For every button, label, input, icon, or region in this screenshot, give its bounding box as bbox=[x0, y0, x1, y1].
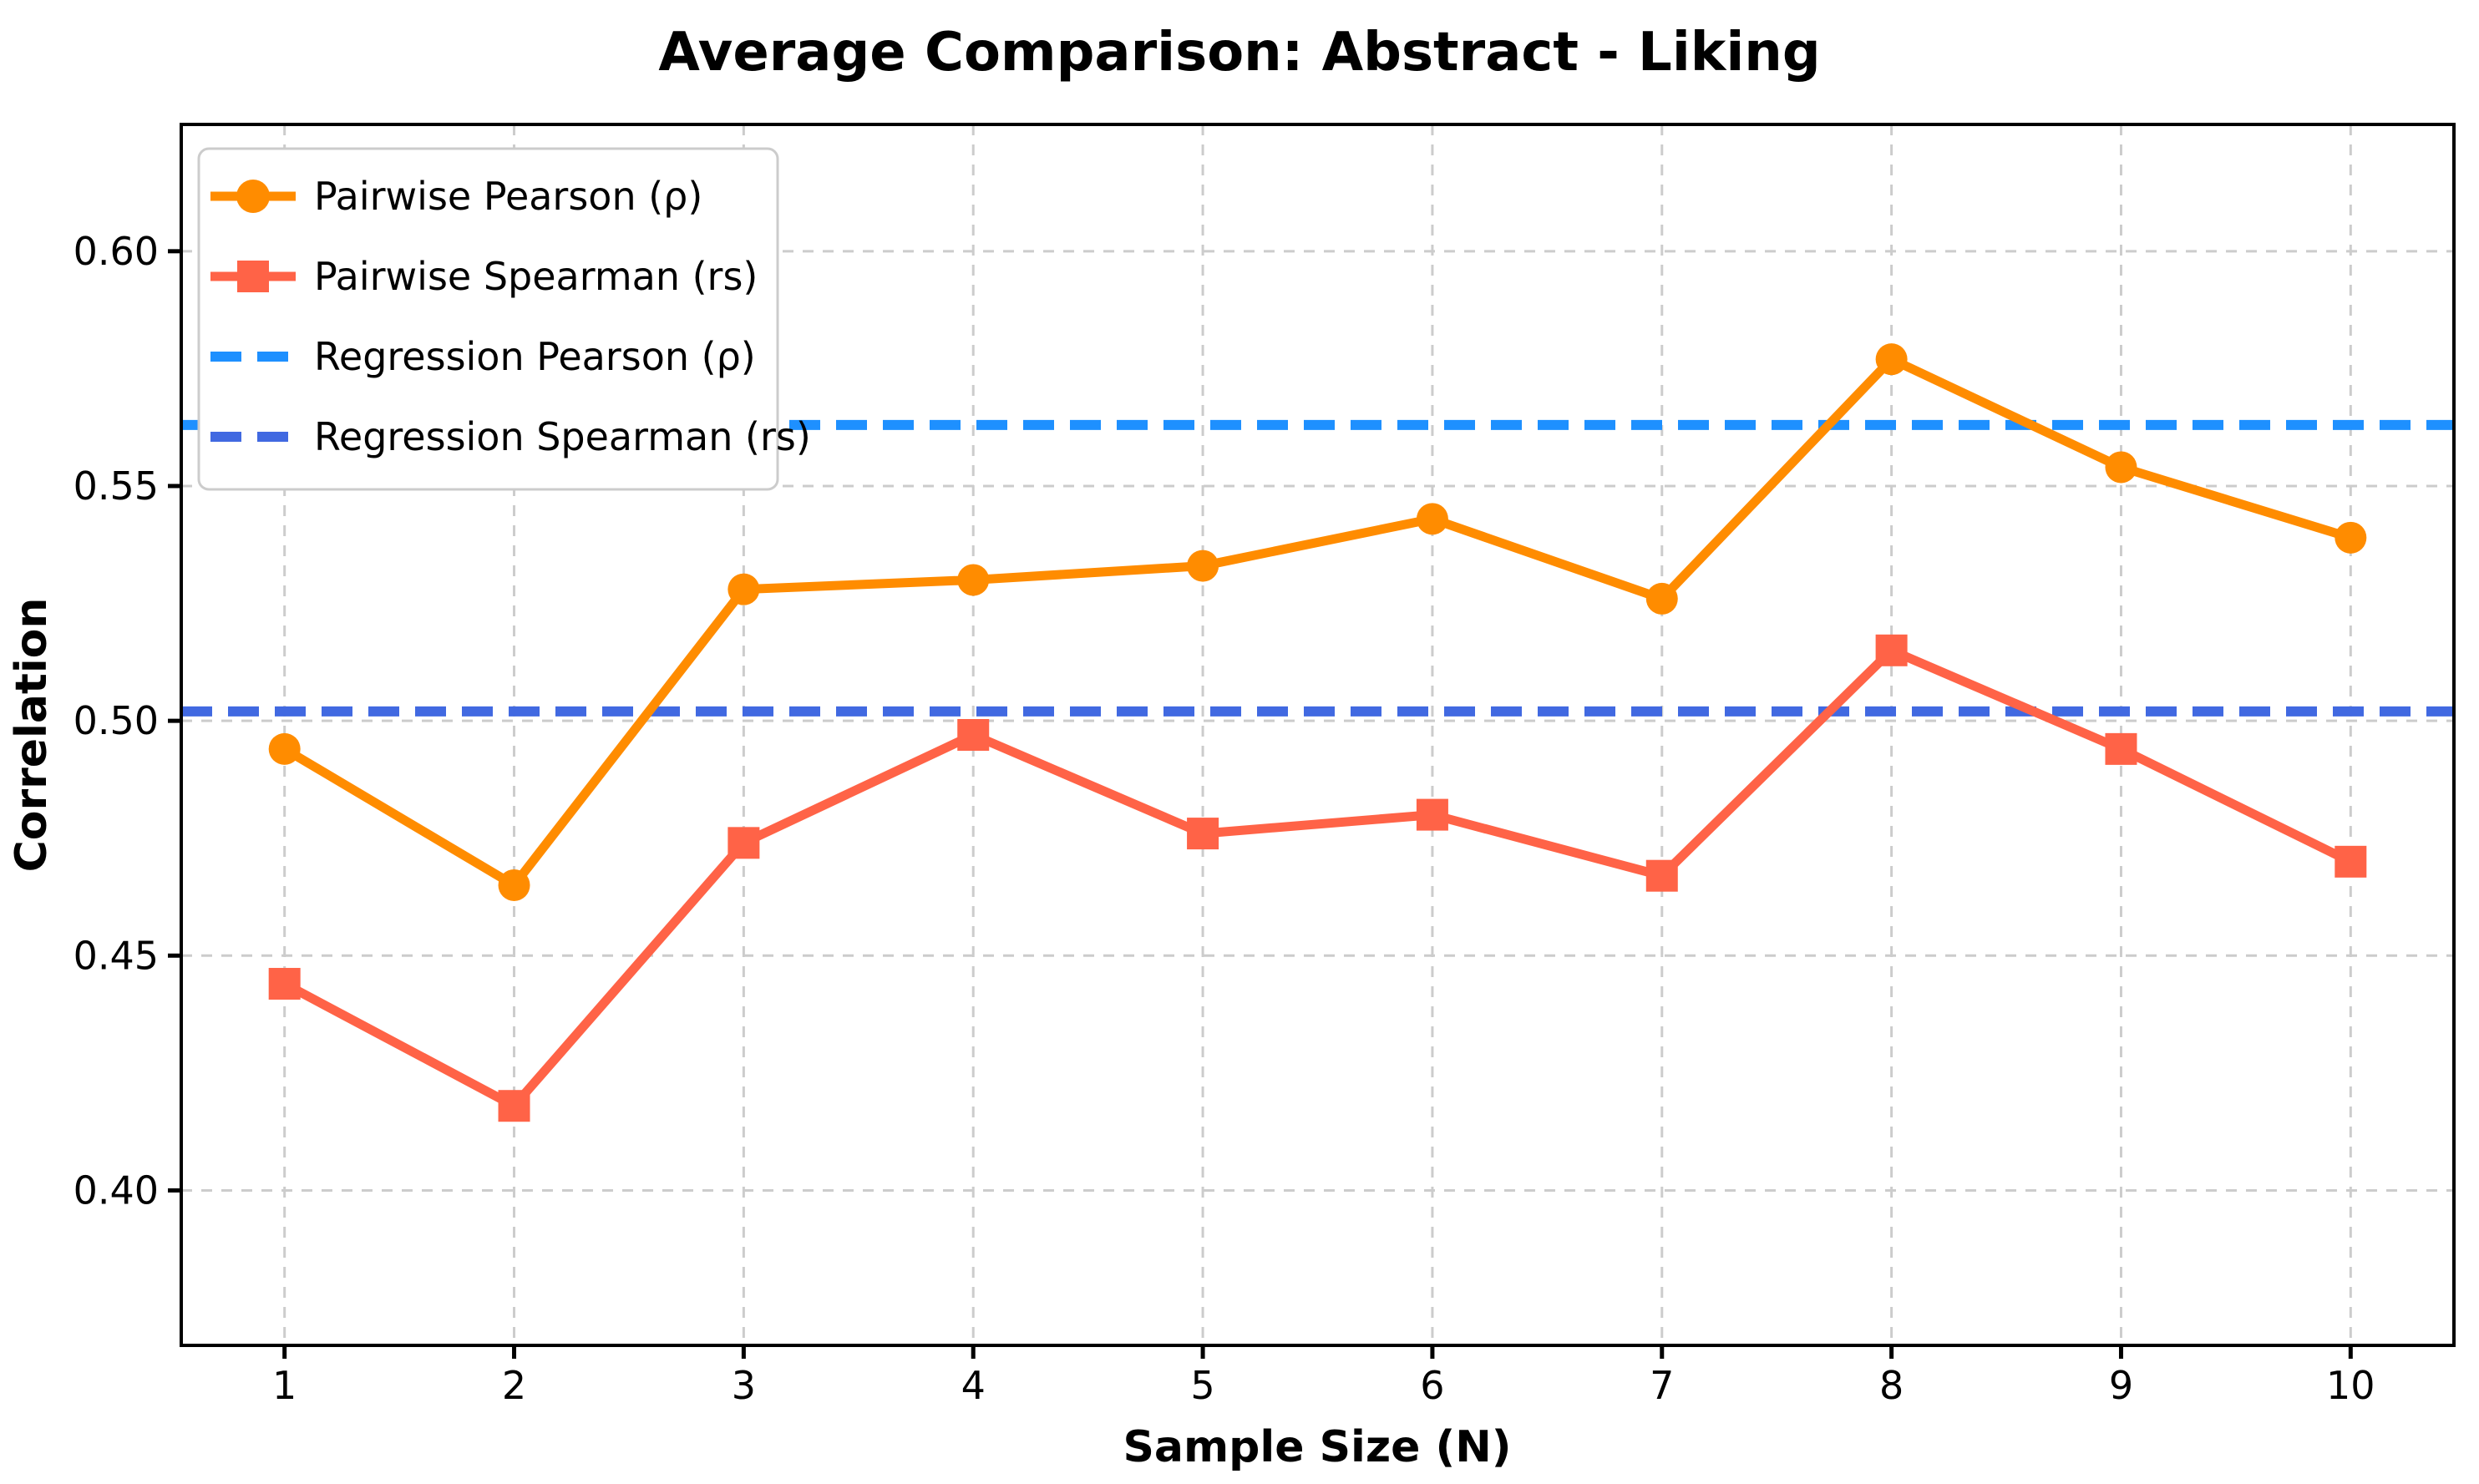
data-point-pearson-7 bbox=[1645, 582, 1678, 615]
legend-label-pairwise-pearson: Pairwise Pearson (ρ) bbox=[314, 174, 702, 219]
data-point-pearson-4 bbox=[957, 564, 990, 596]
data-point-pearson-8 bbox=[1875, 343, 1908, 376]
data-point-pearson-6 bbox=[1416, 503, 1448, 535]
series-line-pearson bbox=[280, 354, 2355, 890]
x-tick-label-2: 2 bbox=[502, 1363, 526, 1408]
data-point-pearson-2 bbox=[498, 869, 530, 901]
series-line-spearman bbox=[280, 646, 2355, 1111]
data-point-spearman-4 bbox=[957, 719, 990, 751]
data-point-spearman-9 bbox=[2105, 732, 2137, 765]
data-point-spearman-2 bbox=[498, 1090, 530, 1122]
y-tick-label-0.45: 0.45 bbox=[74, 933, 159, 978]
legend-label-regression-pearson: Regression Pearson (ρ) bbox=[314, 334, 756, 379]
pearson-circle-marker-icon bbox=[236, 180, 270, 213]
data-point-pearson-1 bbox=[268, 732, 301, 765]
x-tick-label-8: 8 bbox=[1879, 1363, 1904, 1408]
data-point-pearson-5 bbox=[1187, 550, 1219, 582]
spearman-square-marker-icon bbox=[237, 261, 269, 292]
x-tick-label-3: 3 bbox=[732, 1363, 756, 1408]
legend-item-pairwise-spearman: Pairwise Spearman (rs) bbox=[210, 254, 758, 299]
x-tick-label-4: 4 bbox=[961, 1363, 986, 1408]
legend-item-regression-spearman: Regression Spearman (rs) bbox=[210, 414, 811, 459]
axes-spines bbox=[180, 123, 2456, 1347]
data-point-pearson-3 bbox=[727, 573, 760, 605]
y-tick-label-0.40: 0.40 bbox=[74, 1167, 159, 1213]
x-tick-label-10: 10 bbox=[2326, 1363, 2375, 1408]
data-point-spearman-8 bbox=[1875, 634, 1908, 666]
x-tick-label-7: 7 bbox=[1650, 1363, 1674, 1408]
data-point-spearman-1 bbox=[268, 968, 301, 1000]
x-tick-label-1: 1 bbox=[272, 1363, 297, 1408]
data-point-spearman-3 bbox=[727, 827, 760, 859]
chart-title: Average Comparison: Abstract - Liking bbox=[658, 22, 1820, 84]
y-tick-label-0.55: 0.55 bbox=[74, 463, 159, 509]
x-axis-label: Sample Size (N) bbox=[1123, 1422, 1511, 1472]
data-point-spearman-7 bbox=[1645, 859, 1678, 892]
x-tick-label-5: 5 bbox=[1190, 1363, 1214, 1408]
y-tick-label-0.50: 0.50 bbox=[74, 698, 159, 743]
legend-box bbox=[197, 147, 779, 491]
data-point-spearman-5 bbox=[1187, 818, 1219, 850]
y-tick-label-0.60: 0.60 bbox=[74, 229, 159, 274]
x-tick-label-9: 9 bbox=[2109, 1363, 2133, 1408]
x-tick-label-6: 6 bbox=[1420, 1363, 1444, 1408]
legend-item-regression-pearson: Regression Pearson (ρ) bbox=[210, 334, 756, 379]
data-point-pearson-10 bbox=[2335, 521, 2367, 554]
legend-item-pairwise-pearson: Pairwise Pearson (ρ) bbox=[210, 174, 702, 219]
legend-label-regression-spearman: Regression Spearman (rs) bbox=[314, 414, 811, 459]
plot-area: 1 2 3 4 5 6 7 8 9 10 0.40 0.45 0.50 0.55 0.60 bbox=[74, 123, 2456, 1408]
legend: Pairwise Pearson (ρ) Pairwise Spearman (… bbox=[197, 147, 811, 491]
data-point-pearson-9 bbox=[2105, 451, 2137, 484]
legend-label-pairwise-spearman: Pairwise Spearman (rs) bbox=[314, 254, 758, 299]
data-point-spearman-10 bbox=[2335, 845, 2367, 878]
data-point-spearman-6 bbox=[1416, 798, 1448, 831]
y-axis-label: Correlation bbox=[7, 598, 57, 873]
